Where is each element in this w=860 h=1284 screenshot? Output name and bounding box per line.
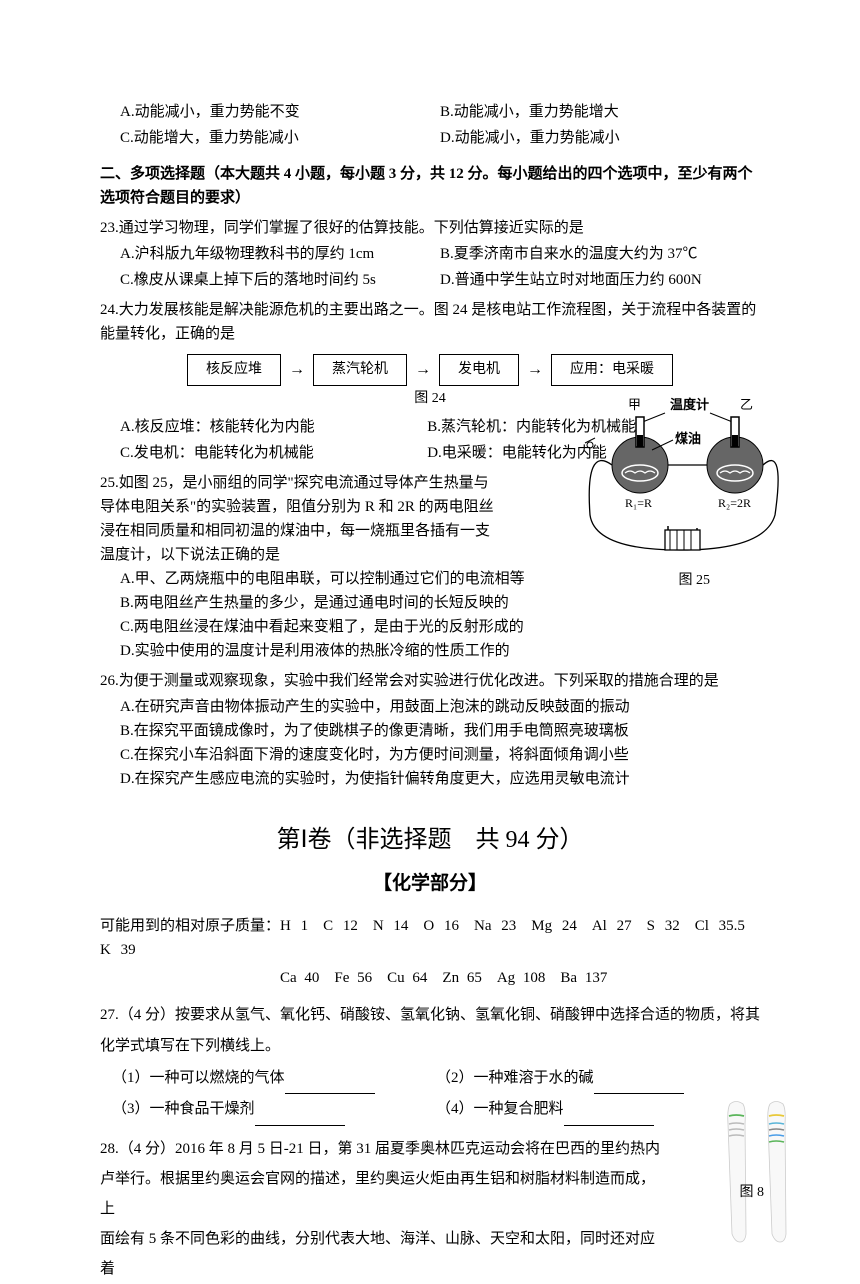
fig25-label: 图 25	[679, 570, 711, 592]
q28-line2: 卢举行。根据里约奥运会官网的描述，里约奥运火炬由再生铝和树脂材料制造而成，上	[100, 1164, 660, 1224]
chemistry-heading: 【化学部分】	[100, 869, 760, 899]
q22-option-a: A.动能减小，重力势能不变	[120, 100, 440, 124]
q25-text-3: 浸在相同质量和相同初温的煤油中，每一烧瓶里各插有一支	[100, 519, 500, 543]
q25-text-4: 温度计，以下说法正确的是	[100, 543, 500, 567]
q28-line1: 28.（4 分）2016 年 8 月 5 日-21 日，第 31 届夏季奥林匹克…	[100, 1134, 660, 1164]
q28-line3: 面绘有 5 条不同色彩的曲线，分别代表大地、海洋、山脉、天空和太阳，同时还对应着	[100, 1224, 660, 1284]
q23-option-d: D.普通中学生站立时对地面压力约 600N	[440, 268, 760, 292]
svg-text:R₂=2R: R₂=2R	[718, 496, 751, 510]
q25-option-c: C.两电阻丝浸在煤油中看起来变粗了，是由于光的反射形成的	[120, 615, 760, 639]
q23-option-b: B.夏季济南市自来水的温度大约为 37℃	[440, 242, 760, 266]
flow-arrow-icon: →	[415, 357, 431, 383]
fig8-label: 图 8	[740, 1182, 765, 1204]
q23-option-c: C.橡皮从课桌上掉下后的落地时间约 5s	[120, 268, 440, 292]
atomic-mass-line2: Ca 40 Fe 56 Cu 64 Zn 65 Ag 108 Ba 137	[280, 966, 760, 990]
flow-box-3: 发电机	[439, 354, 519, 386]
svg-text:R₁=R: R₁=R	[625, 496, 652, 510]
blank-field[interactable]	[594, 1078, 684, 1094]
flow-diagram: 核反应堆 → 蒸汽轮机 → 发电机 → 应用：电采暖	[100, 354, 760, 386]
flow-box-1: 核反应堆	[187, 354, 281, 386]
q25-text-1: 25.如图 25，是小丽组的同学"探究电流通过导体产生热量与	[100, 471, 500, 495]
torch-image	[700, 1094, 810, 1244]
q26-text: 26.为便于测量或观察现象，实验中我们经常会对实验进行优化改进。下列采取的措施合…	[100, 669, 760, 693]
q25-option-d: D.实验中使用的温度计是利用液体的热胀冷缩的性质工作的	[120, 639, 760, 663]
svg-text:煤油: 煤油	[675, 431, 701, 446]
blank-field[interactable]	[564, 1110, 654, 1126]
atomic-mass-line1: 可能用到的相对原子质量：H 1 C 12 N 14 O 16 Na 23 Mg …	[100, 914, 760, 962]
blank-field[interactable]	[255, 1110, 345, 1126]
q22-option-b: B.动能减小，重力势能增大	[440, 100, 760, 124]
svg-text:温度计: 温度计	[670, 397, 709, 412]
volume-title: 第Ⅰ卷（非选择题 共 94 分）	[100, 821, 760, 859]
q25-option-a: A.甲、乙两烧瓶中的电阻串联，可以控制通过它们的电流相等	[120, 567, 760, 591]
blank-field[interactable]	[285, 1078, 375, 1094]
q25-text-2: 导体电阻关系"的实验装置，阻值分别为 R 和 2R 的两电阻丝	[100, 495, 500, 519]
q22-option-d: D.动能减小，重力势能减小	[440, 126, 760, 150]
q23-option-a: A.沪科版九年级物理教科书的厚约 1cm	[120, 242, 440, 266]
q27-item-2: （2）一种难溶于水的碱	[436, 1063, 760, 1095]
section-2-heading: 二、多项选择题（本大题共 4 小题，每小题 3 分，共 12 分。每小题给出的四…	[100, 162, 760, 210]
flow-box-4: 应用：电采暖	[551, 354, 673, 386]
flow-arrow-icon: →	[527, 357, 543, 383]
flow-arrow-icon: →	[289, 357, 305, 383]
q24-option-a: A.核反应堆：核能转化为内能	[120, 415, 427, 439]
q25-option-b: B.两电阻丝产生热量的多少，是通过通电时间的长短反映的	[120, 591, 760, 615]
circuit-diagram: 甲 温度计 乙 煤油 R₁=R R₂=2R	[580, 395, 790, 565]
svg-text:甲: 甲	[628, 397, 641, 412]
q24-text: 24.大力发展核能是解决能源危机的主要出路之一。图 24 是核电站工作流程图，关…	[100, 298, 760, 346]
q26-option-c: C.在探究小车沿斜面下滑的速度变化时，为方便时间测量，将斜面倾角调小些	[120, 743, 760, 767]
q27-item-1: （1）一种可以燃烧的气体	[112, 1063, 436, 1095]
q22-option-c: C.动能增大，重力势能减小	[120, 126, 440, 150]
q24-option-c: C.发电机：电能转化为机械能	[120, 441, 427, 465]
q26-option-a: A.在研究声音由物体振动产生的实验中，用鼓面上泡沫的跳动反映鼓面的振动	[120, 695, 760, 719]
q27-item-3: （3）一种食品干燥剂	[112, 1094, 436, 1126]
q23-text: 23.通过学习物理，同学们掌握了很好的估算技能。下列估算接近实际的是	[100, 216, 760, 240]
q26-option-d: D.在探究产生感应电流的实验时，为使指针偏转角度更大，应选用灵敏电流计	[120, 767, 760, 791]
q27-text: 27.（4 分）按要求从氢气、氧化钙、硝酸铵、氢氧化钠、氢氧化铜、硝酸钾中选择合…	[100, 1000, 760, 1063]
svg-text:乙: 乙	[740, 397, 753, 412]
flow-box-2: 蒸汽轮机	[313, 354, 407, 386]
q26-option-b: B.在探究平面镜成像时，为了使跳棋子的像更清晰，我们用手电筒照亮玻璃板	[120, 719, 760, 743]
